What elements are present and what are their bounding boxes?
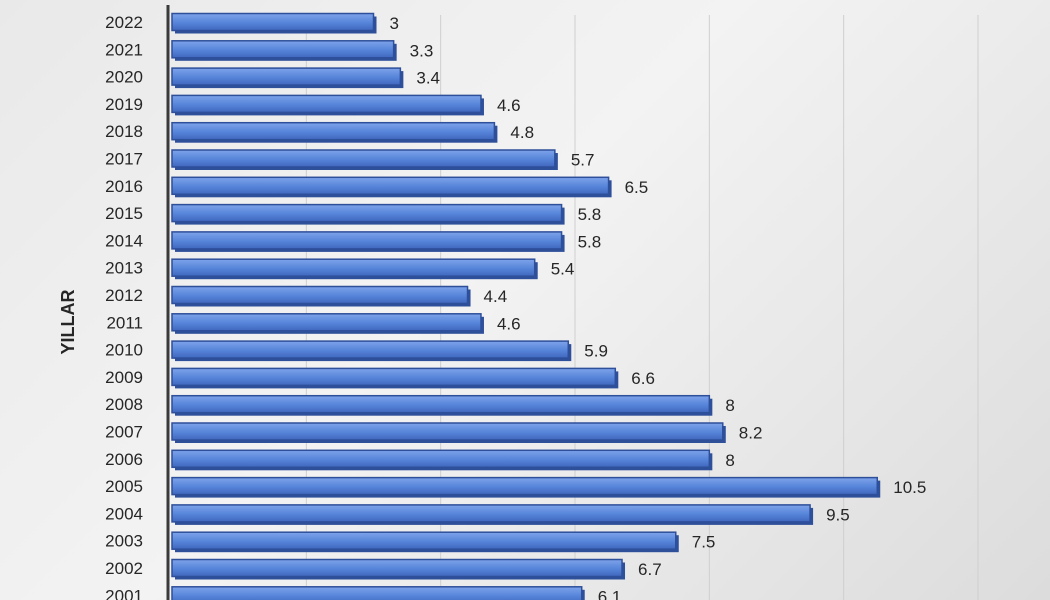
data-label-2009: 6.6 bbox=[631, 369, 655, 388]
data-label-2018: 4.8 bbox=[510, 123, 534, 142]
y-axis-title: YILLAR bbox=[58, 290, 78, 355]
bar-2004 bbox=[171, 504, 811, 523]
tick-label-2019: 2019 bbox=[105, 95, 143, 114]
bar-2019 bbox=[171, 94, 482, 114]
tick-label-2011: 2011 bbox=[106, 313, 143, 332]
data-label-2011: 4.6 bbox=[497, 314, 521, 333]
data-label-2005: 10.5 bbox=[893, 478, 926, 497]
bar-2013 bbox=[171, 258, 536, 277]
tick-label-2013: 2013 bbox=[105, 259, 143, 278]
bar-2016 bbox=[171, 176, 610, 196]
data-label-2007: 8.2 bbox=[739, 424, 763, 443]
data-label-2004: 9.5 bbox=[826, 505, 850, 524]
bar-2007 bbox=[171, 422, 724, 441]
data-labels: 33.33.44.64.85.76.55.85.85.44.44.65.96.6… bbox=[390, 14, 927, 600]
bar-2009 bbox=[171, 367, 617, 387]
data-label-2008: 8 bbox=[725, 396, 734, 415]
data-label-2003: 7.5 bbox=[692, 533, 716, 552]
data-label-2015: 5.8 bbox=[578, 205, 602, 224]
tick-label-2001: 2001 bbox=[105, 586, 143, 600]
tick-label-2018: 2018 bbox=[105, 122, 143, 141]
tick-label-2015: 2015 bbox=[105, 204, 143, 223]
bars bbox=[171, 12, 881, 600]
bar-2005 bbox=[171, 476, 878, 496]
data-label-2013: 5.4 bbox=[551, 260, 575, 279]
tick-label-2003: 2003 bbox=[105, 532, 143, 551]
data-label-2014: 5.8 bbox=[578, 232, 602, 251]
data-label-2022: 3 bbox=[390, 14, 399, 33]
data-label-2006: 8 bbox=[725, 451, 734, 470]
tick-label-2021: 2021 bbox=[105, 40, 143, 59]
tick-label-2010: 2010 bbox=[105, 341, 143, 360]
tick-label-2005: 2005 bbox=[105, 477, 143, 496]
bar-2020 bbox=[171, 67, 402, 86]
tick-label-2004: 2004 bbox=[105, 504, 143, 523]
tick-label-2006: 2006 bbox=[105, 450, 143, 469]
data-label-2019: 4.6 bbox=[497, 96, 521, 115]
y-tick-labels: 2022 2021 2020 2019 2018 2017 2016 2015 2014 2013… bbox=[105, 13, 143, 600]
data-label-2002: 6.7 bbox=[638, 560, 662, 579]
bar-2010 bbox=[171, 340, 570, 359]
tick-label-2020: 2020 bbox=[105, 68, 143, 87]
tick-label-2016: 2016 bbox=[105, 177, 143, 196]
bar-2008 bbox=[171, 394, 711, 414]
bar-2014 bbox=[171, 231, 563, 250]
tick-label-2007: 2007 bbox=[105, 423, 143, 442]
bar-2015 bbox=[171, 203, 563, 223]
tick-label-2017: 2017 bbox=[105, 150, 143, 169]
bar-2001 bbox=[171, 586, 583, 600]
tick-label-2009: 2009 bbox=[105, 368, 143, 387]
bar-2018 bbox=[171, 121, 496, 141]
tick-label-2014: 2014 bbox=[105, 231, 143, 250]
bar-2017 bbox=[171, 149, 556, 168]
bar-2002 bbox=[171, 558, 623, 578]
bar-2022 bbox=[171, 12, 375, 32]
bar-2012 bbox=[171, 285, 469, 305]
tick-label-2022: 2022 bbox=[105, 13, 143, 32]
data-label-2012: 4.4 bbox=[484, 287, 508, 306]
tick-label-2008: 2008 bbox=[105, 395, 143, 414]
data-label-2010: 5.9 bbox=[584, 342, 608, 361]
tick-label-2012: 2012 bbox=[105, 286, 143, 305]
data-label-2021: 3.3 bbox=[410, 41, 434, 60]
bar-2006 bbox=[171, 449, 711, 469]
bar-2021 bbox=[171, 40, 395, 59]
data-label-2020: 3.4 bbox=[416, 69, 440, 88]
bar-2003 bbox=[171, 531, 677, 550]
bar-2011 bbox=[171, 313, 482, 332]
data-label-2017: 5.7 bbox=[571, 151, 595, 170]
data-label-2016: 6.5 bbox=[625, 178, 649, 197]
tick-label-2002: 2002 bbox=[105, 559, 143, 578]
data-label-2001: 6.1 bbox=[598, 587, 622, 600]
